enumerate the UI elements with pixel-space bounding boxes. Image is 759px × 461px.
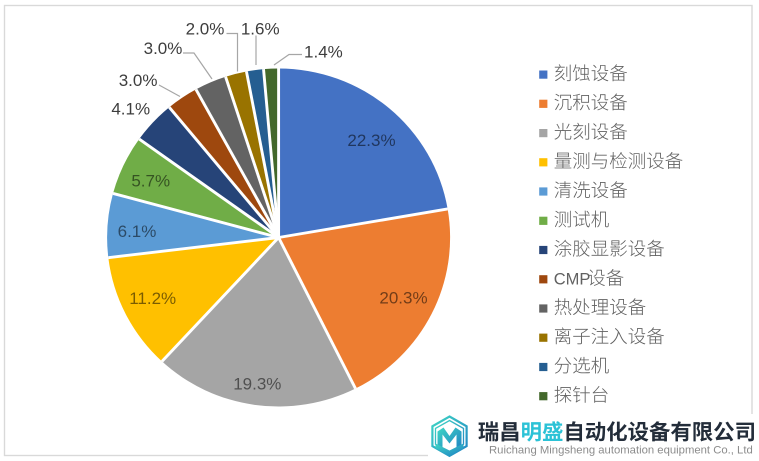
svg-text:4.1%: 4.1% [111, 99, 150, 118]
svg-text:Ruichang Mingsheng automation: Ruichang Mingsheng automation equipment … [489, 445, 753, 457]
svg-text:11.2%: 11.2% [129, 289, 176, 308]
svg-text:20.3%: 20.3% [379, 289, 427, 308]
svg-text:1.4%: 1.4% [304, 43, 343, 62]
svg-text:6.1%: 6.1% [118, 222, 157, 241]
svg-text:22.3%: 22.3% [347, 131, 395, 150]
svg-text:2.0%: 2.0% [186, 20, 225, 39]
svg-text:5.7%: 5.7% [131, 171, 170, 190]
svg-text:3.0%: 3.0% [119, 71, 158, 90]
svg-text:3.0%: 3.0% [144, 39, 183, 58]
svg-text:CMP: CMP [554, 271, 591, 289]
svg-text:1.6%: 1.6% [241, 20, 280, 39]
svg-text:19.3%: 19.3% [233, 375, 281, 394]
